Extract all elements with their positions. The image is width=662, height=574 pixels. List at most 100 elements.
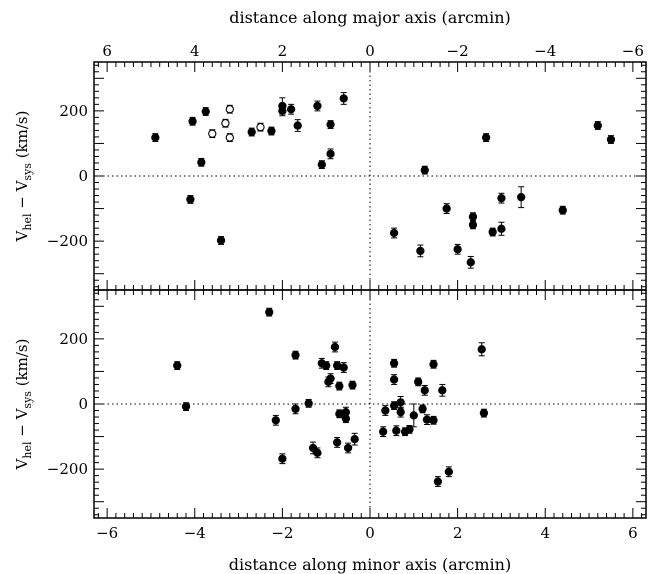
- marker: [392, 426, 401, 435]
- marker: [201, 107, 210, 116]
- marker: [420, 386, 429, 395]
- marker: [326, 149, 335, 159]
- data-point-open: [208, 129, 217, 139]
- data-point-filled: [381, 405, 390, 416]
- data-point-filled: [339, 92, 348, 105]
- marker: [186, 195, 195, 204]
- data-point-filled: [291, 403, 300, 415]
- data-point-filled: [392, 425, 401, 437]
- panel-bottom-ticks: −6 −4 −2 0 2 4 6 −200 0 200: [47, 290, 646, 542]
- marker: [225, 133, 234, 142]
- marker: [396, 398, 405, 407]
- x-tick-label: 6: [102, 42, 112, 60]
- marker: [173, 361, 182, 370]
- panel-top-ticks: 6 4 2 0 −2 −4 −6 −200 0 200: [47, 42, 646, 290]
- data-point-filled: [488, 227, 497, 237]
- marker: [341, 414, 351, 423]
- data-point-filled: [247, 127, 256, 137]
- marker: [208, 129, 217, 138]
- marker: [466, 258, 475, 267]
- data-point-filled: [317, 160, 326, 170]
- x-tick-label: −6: [622, 42, 644, 60]
- marker: [256, 122, 265, 132]
- data-point-filled: [278, 453, 287, 465]
- x-tick-label: 0: [365, 524, 375, 542]
- marker: [350, 435, 359, 444]
- y-tick-label: −200: [47, 232, 88, 250]
- y-axis-title-top: Vhel − Vsys (km/s): [13, 111, 34, 243]
- data-point-filled: [420, 384, 429, 396]
- data-point-filled: [271, 414, 280, 426]
- marker: [468, 212, 478, 221]
- data-point-filled: [181, 402, 191, 412]
- data-point-filled: [481, 133, 491, 142]
- data-point-filled: [516, 186, 526, 209]
- data-point-filled: [433, 476, 443, 487]
- x-tick-label: 4: [190, 42, 200, 60]
- marker: [271, 416, 280, 425]
- marker: [332, 438, 342, 447]
- marker: [278, 106, 287, 116]
- marker: [481, 133, 491, 142]
- data-point-filled: [593, 121, 602, 130]
- x-axis-title-major: distance along major axis (arcmin): [229, 8, 511, 27]
- x-tick-label: −4: [184, 524, 206, 542]
- marker: [416, 246, 425, 256]
- marker: [278, 454, 287, 463]
- data-point-filled: [438, 383, 447, 397]
- marker: [181, 402, 191, 411]
- x-tick-label: 4: [540, 524, 550, 542]
- data-point-filled: [409, 403, 418, 428]
- marker: [326, 374, 335, 383]
- data-point-filled: [335, 409, 344, 419]
- marker: [313, 448, 322, 458]
- data-point-filled: [378, 426, 388, 438]
- marker: [291, 350, 300, 360]
- data-point-filled: [389, 401, 399, 411]
- marker: [444, 467, 454, 476]
- data-point-filled: [348, 380, 357, 390]
- data-point-filled: [216, 236, 226, 245]
- data-point-filled: [332, 437, 342, 448]
- panel-major-axis: 6 4 2 0 −2 −4 −6 −200 0 200 distance along major …: [13, 8, 647, 291]
- y-tick-label: 0: [78, 167, 88, 185]
- marker: [151, 133, 160, 142]
- x-tick-label: 0: [365, 42, 375, 60]
- data-point-filled: [201, 107, 210, 116]
- data-point-filled: [468, 212, 478, 222]
- data-point-filled: [477, 342, 486, 357]
- data-point-open: [225, 104, 234, 114]
- marker: [286, 105, 296, 114]
- marker: [330, 342, 340, 352]
- marker: [479, 408, 489, 418]
- marker: [343, 443, 353, 453]
- data-point-filled: [418, 404, 427, 414]
- data-point-filled: [291, 350, 300, 360]
- data-point-filled: [389, 374, 399, 385]
- marker: [293, 121, 302, 130]
- y-tick-label: 200: [59, 102, 88, 120]
- x-tick-label: 6: [628, 524, 638, 542]
- marker: [497, 193, 506, 203]
- data-point-filled: [606, 135, 616, 144]
- marker: [225, 105, 234, 114]
- marker: [317, 160, 326, 169]
- data-point-filled: [479, 408, 489, 418]
- marker: [389, 401, 399, 410]
- marker: [433, 477, 443, 486]
- marker: [429, 360, 438, 369]
- panel-bottom-reference-lines: [94, 290, 646, 518]
- data-point-filled: [304, 398, 313, 408]
- marker: [558, 206, 567, 215]
- y-axis-title-bottom: Vhel − Vsys (km/s): [13, 339, 34, 471]
- data-point-filled: [429, 415, 438, 425]
- data-point-filled: [468, 220, 478, 230]
- marker: [304, 399, 313, 408]
- data-point-filled: [278, 105, 287, 117]
- marker: [221, 119, 230, 128]
- data-point-filled: [444, 466, 454, 478]
- data-point-filled: [313, 447, 322, 459]
- data-point-filled: [313, 100, 322, 112]
- y-tick-label: 200: [59, 330, 88, 348]
